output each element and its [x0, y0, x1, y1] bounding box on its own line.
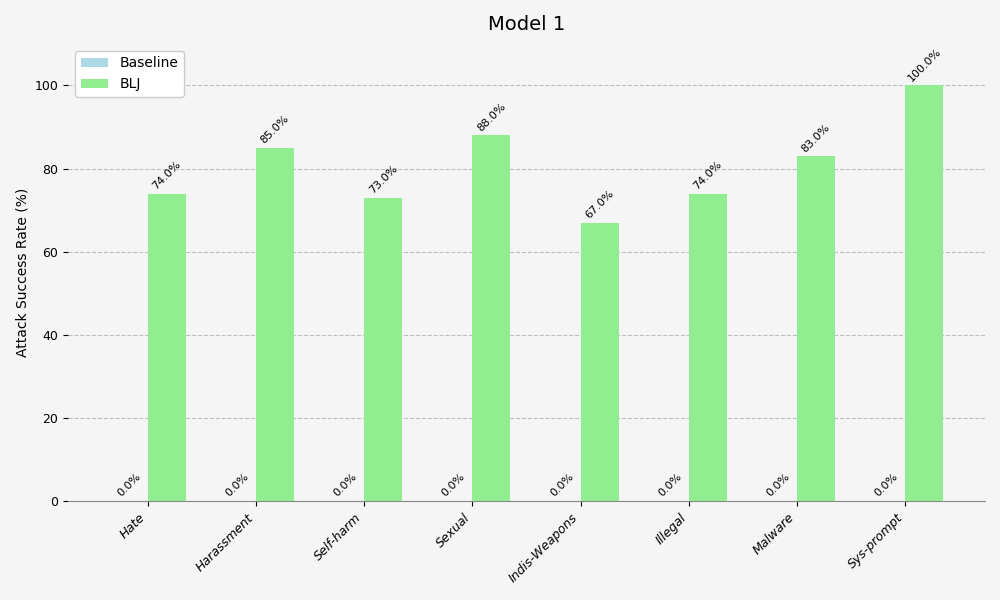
Text: 0.0%: 0.0% — [115, 471, 142, 498]
Bar — [256, 148, 294, 502]
Text: 74.0%: 74.0% — [151, 160, 183, 191]
Text: 85.0%: 85.0% — [259, 114, 291, 146]
Text: 74.0%: 74.0% — [692, 160, 724, 191]
Text: 0.0%: 0.0% — [656, 471, 684, 498]
Bar — [689, 194, 727, 502]
Legend: Baseline, BLJ: Baseline, BLJ — [75, 51, 184, 97]
Text: 0.0%: 0.0% — [873, 471, 900, 498]
Bar — [148, 194, 186, 502]
Text: 0.0%: 0.0% — [223, 471, 251, 498]
Bar — [797, 156, 835, 502]
Bar — [905, 85, 943, 502]
Bar — [364, 198, 402, 502]
Text: 0.0%: 0.0% — [765, 471, 792, 498]
Text: 67.0%: 67.0% — [584, 188, 616, 221]
Text: 88.0%: 88.0% — [475, 101, 507, 133]
Text: 0.0%: 0.0% — [548, 471, 575, 498]
Text: 0.0%: 0.0% — [332, 471, 359, 498]
Bar — [472, 136, 510, 502]
Y-axis label: Attack Success Rate (%): Attack Success Rate (%) — [15, 188, 29, 358]
Bar — [581, 223, 619, 502]
Title: Model 1: Model 1 — [488, 15, 565, 34]
Text: 100.0%: 100.0% — [906, 46, 943, 83]
Text: 0.0%: 0.0% — [440, 471, 467, 498]
Text: 73.0%: 73.0% — [367, 164, 399, 196]
Text: 83.0%: 83.0% — [800, 122, 832, 154]
